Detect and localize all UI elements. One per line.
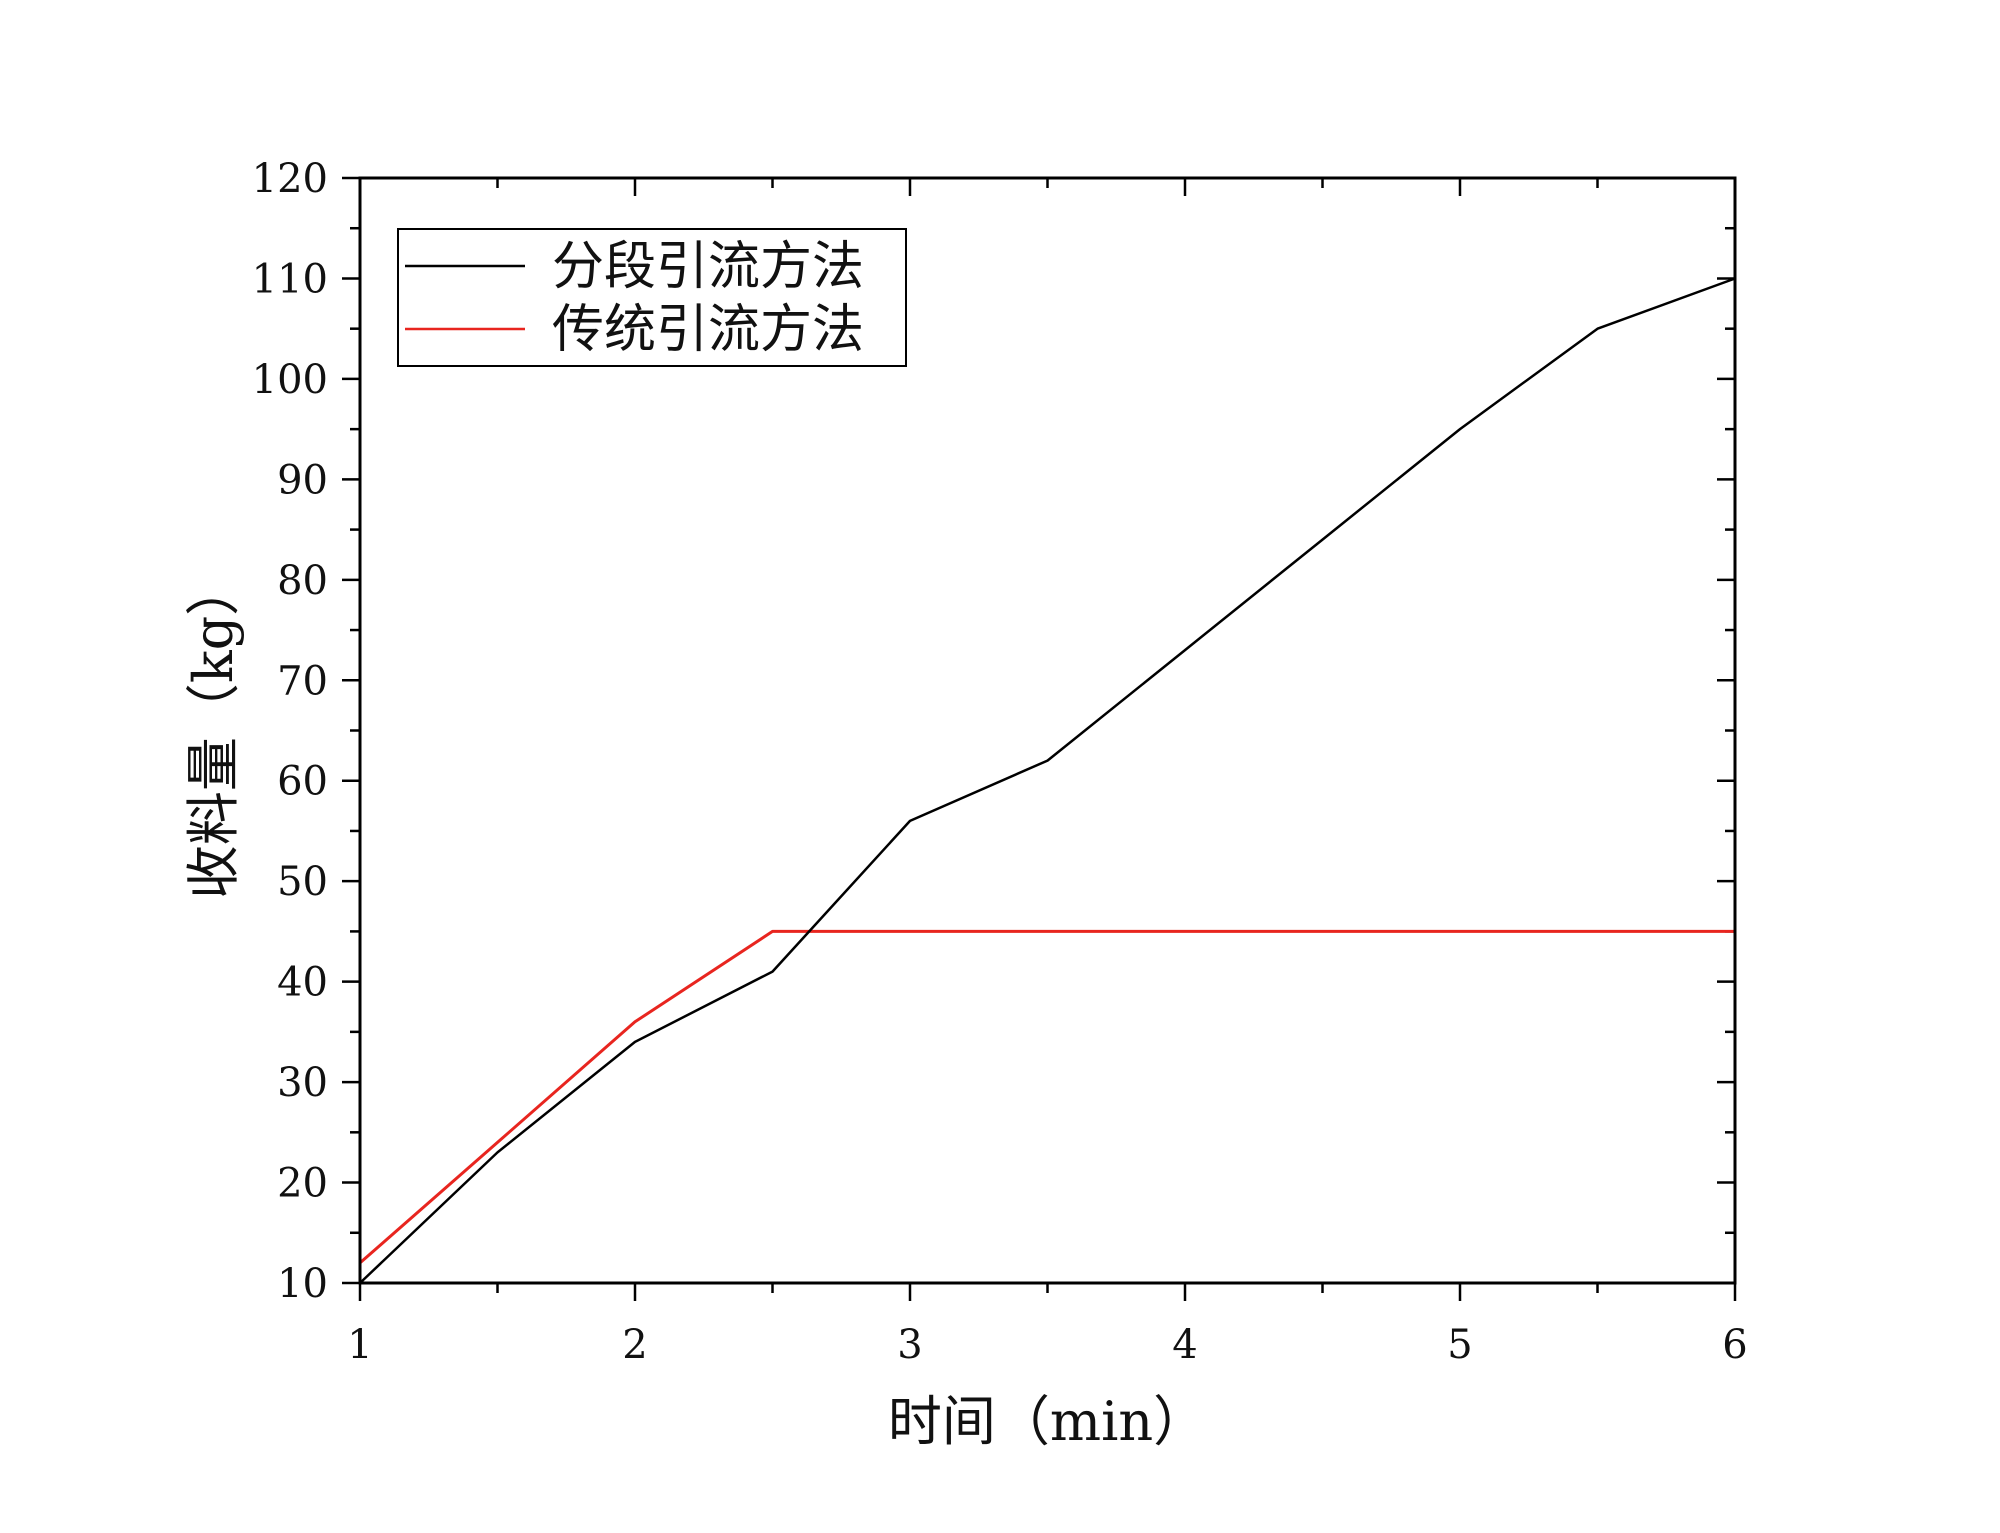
y-tick-label: 40 <box>277 960 328 1006</box>
legend-box <box>397 228 907 367</box>
y-tick-label: 30 <box>277 1060 328 1106</box>
x-tick-label: 6 <box>1722 1322 1747 1368</box>
x-tick-label: 2 <box>622 1322 647 1368</box>
legend: 分段引流方法 传统引流方法 <box>397 228 907 367</box>
x-tick-label: 3 <box>897 1322 922 1368</box>
y-tick-label: 20 <box>277 1161 328 1207</box>
y-axis-title: 收料量（kg） <box>182 562 245 899</box>
y-tick-label: 110 <box>252 256 328 302</box>
legend-label-segmented: 分段引流方法 <box>552 237 864 297</box>
legend-label-traditional: 传统引流方法 <box>552 300 864 360</box>
series-lines <box>359 277 1736 1284</box>
y-tick-label: 50 <box>277 859 328 905</box>
y-tick-label: 70 <box>277 658 328 704</box>
tick-labels: 1 2 3 4 5 6 10 20 30 40 50 60 70 80 90 100 110 120 <box>252 156 1748 1368</box>
y-tick-label: 120 <box>252 156 328 202</box>
x-tick-label: 1 <box>347 1322 372 1368</box>
plot-frame <box>358 176 1737 1285</box>
series-line-segmented <box>359 277 1736 1284</box>
y-tick-label: 10 <box>277 1261 328 1307</box>
x-tick-label: 5 <box>1447 1322 1472 1368</box>
y-tick-label: 100 <box>252 357 328 403</box>
x-tick-label: 4 <box>1172 1322 1197 1368</box>
series-line-traditional <box>359 929 1735 1265</box>
x-axis-title: 时间（min） <box>888 1390 1207 1453</box>
y-tick-label: 90 <box>277 457 328 503</box>
y-tick-label: 60 <box>277 759 328 805</box>
y-tick-label: 80 <box>277 558 328 604</box>
